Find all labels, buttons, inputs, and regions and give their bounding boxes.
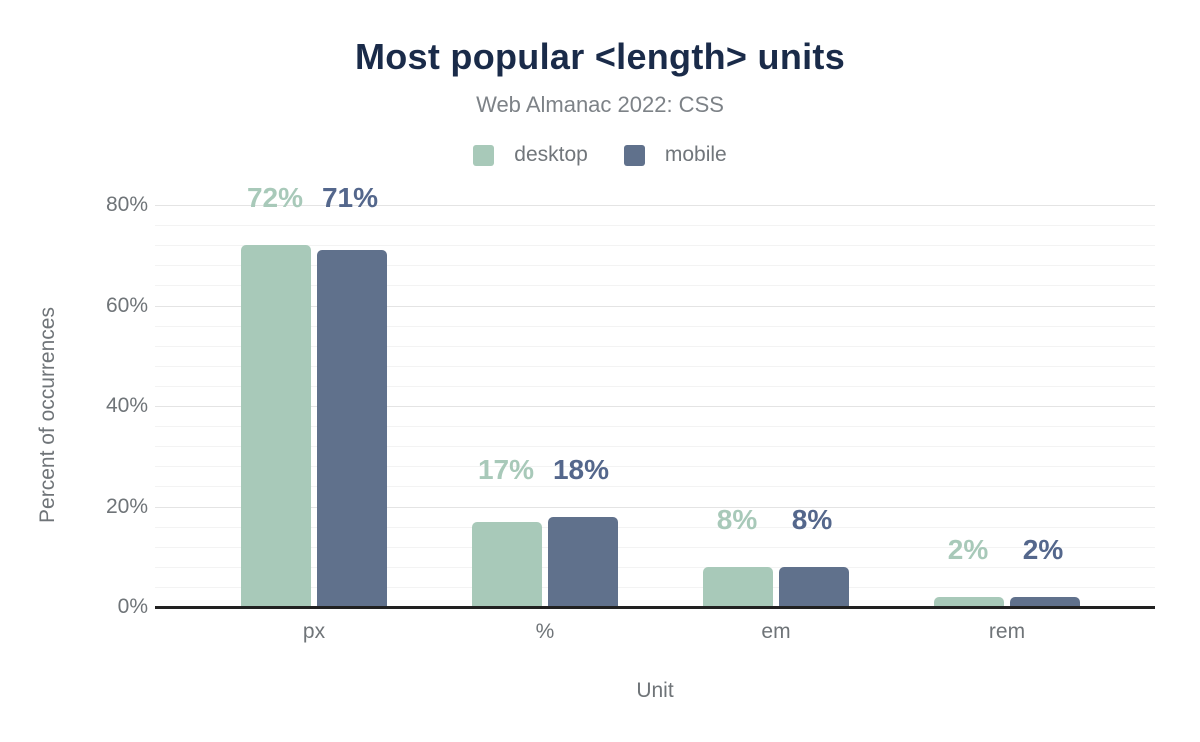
desktop-value-label-px: 72% (246, 182, 304, 214)
minor-gridline (155, 426, 1155, 428)
x-axis-title: Unit (636, 679, 674, 702)
minor-gridline (155, 466, 1155, 468)
x-axis-baseline (155, 606, 1155, 609)
minor-gridline (155, 486, 1155, 488)
chart-title: Most popular <length> units (354, 36, 846, 77)
minor-gridline (155, 446, 1155, 448)
major-gridline (155, 205, 1155, 207)
desktop-swatch-icon (473, 144, 495, 166)
mobile-bar-% (548, 516, 618, 607)
minor-gridline (155, 586, 1155, 588)
minor-gridline (155, 365, 1155, 367)
minor-gridline (155, 566, 1155, 568)
y-tick-label: 60% (105, 293, 148, 317)
legend-item-desktop: desktop (473, 143, 588, 167)
major-gridline (155, 305, 1155, 307)
legend: desktop mobile (0, 143, 1200, 167)
x-tick-label-rem: rem (988, 620, 1026, 643)
chart-subtitle: Web Almanac 2022: CSS (476, 92, 724, 117)
y-tick-label: 40% (105, 394, 148, 418)
y-tick-label: 80% (105, 193, 148, 217)
y-tick-label: 0% (117, 595, 148, 618)
mobile-value-label-px: 71% (321, 182, 379, 214)
x-tick-label-px: px (302, 620, 326, 643)
minor-gridline (155, 265, 1155, 267)
mobile-swatch-icon (623, 144, 645, 166)
mobile-bar-em (779, 566, 849, 607)
mobile-value-label-%: 18% (552, 453, 610, 485)
plot-area: 72% 71% 17% 18% 8% 8% 2% 2% (155, 182, 1155, 607)
desktop-value-label-em: 8% (716, 503, 758, 535)
minor-gridline (155, 345, 1155, 347)
desktop-bar-em (703, 566, 773, 607)
y-tick-label: 20% (105, 494, 148, 518)
y-axis-title: Percent of occurrences (36, 307, 59, 523)
minor-gridline (155, 225, 1155, 227)
minor-gridline (155, 245, 1155, 247)
minor-gridline (155, 385, 1155, 387)
legend-label-desktop: desktop (514, 143, 588, 166)
legend-label-mobile: mobile (664, 143, 727, 166)
desktop-bar-rem (934, 596, 1004, 607)
major-gridline (155, 406, 1155, 408)
x-tick-label-em: em (761, 620, 791, 643)
mobile-bar-rem (1010, 596, 1080, 607)
mobile-value-label-em: 8% (791, 503, 833, 535)
minor-gridline (155, 325, 1155, 327)
major-gridline (155, 506, 1155, 508)
minor-gridline (155, 546, 1155, 548)
minor-gridline (155, 526, 1155, 528)
x-tick-label-%: % (535, 620, 555, 643)
desktop-value-label-%: 17% (477, 453, 535, 485)
minor-gridline (155, 285, 1155, 287)
legend-item-mobile: mobile (623, 143, 727, 167)
desktop-value-label-rem: 2% (947, 533, 989, 565)
desktop-bar-% (472, 521, 542, 607)
mobile-value-label-rem: 2% (1022, 533, 1064, 565)
desktop-bar-px (241, 245, 311, 607)
mobile-bar-px (317, 250, 387, 607)
